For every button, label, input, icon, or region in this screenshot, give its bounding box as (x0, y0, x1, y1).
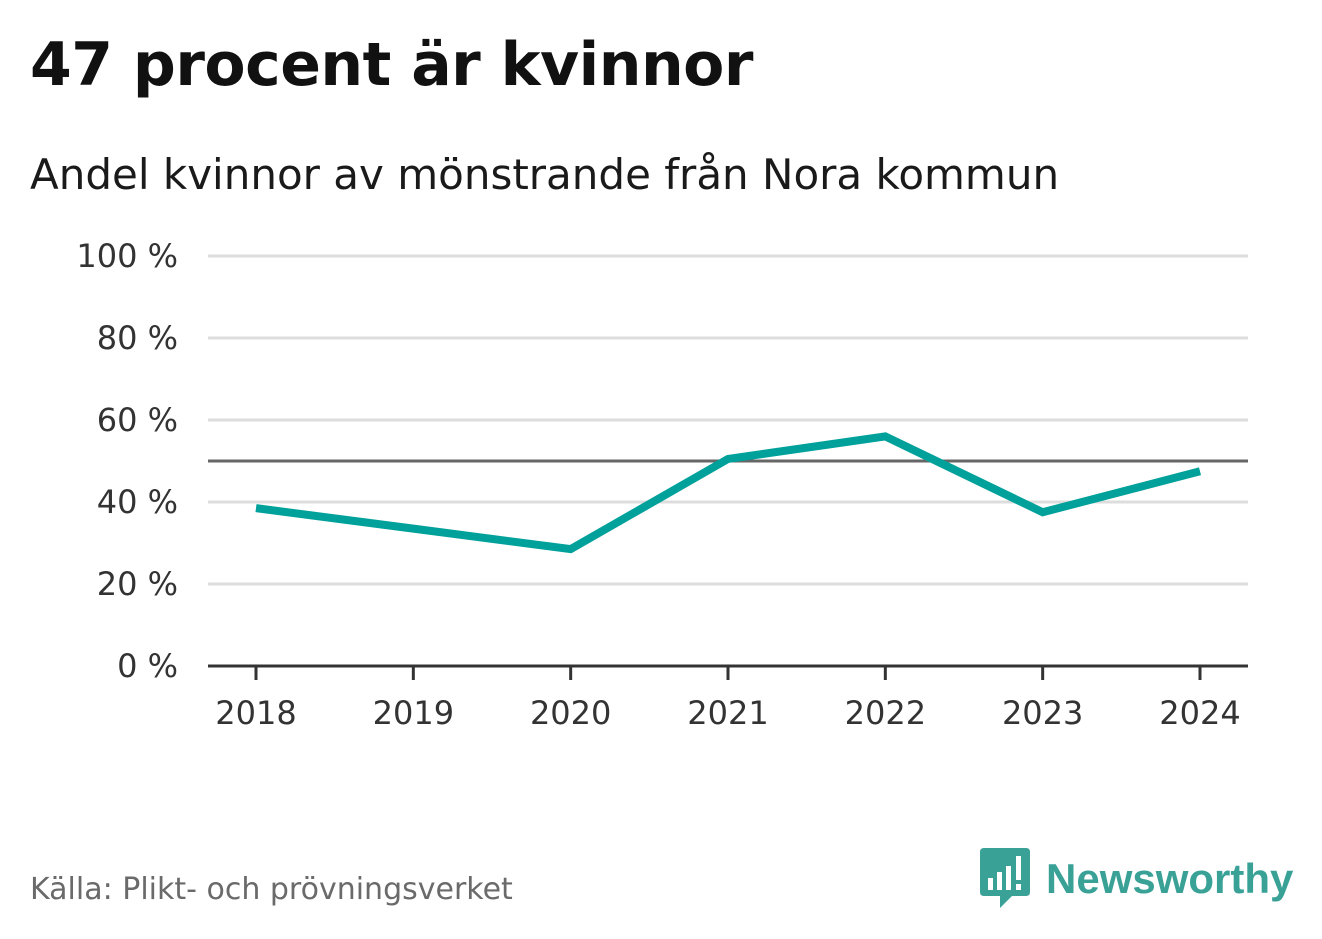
brand-logo: Newsworthy (980, 848, 1293, 910)
y-tick-label: 80 % (97, 319, 178, 357)
line-chart: 0 % 20 % 40 % 60 % 80 % 100 % 2018 2019 2020 2021… (76, 237, 1248, 732)
y-tick-label: 40 % (97, 483, 178, 521)
chart-title: 47 procent är kvinnor (30, 30, 753, 100)
x-tick-label: 2023 (1002, 694, 1083, 732)
x-tick-label: 2020 (530, 694, 611, 732)
chart-subtitle: Andel kvinnor av mönstrande från Nora ko… (30, 150, 1060, 199)
series-line (255, 432, 1202, 554)
y-tick-label: 60 % (97, 401, 178, 439)
x-tick-label: 2022 (845, 694, 926, 732)
y-tick-label: 100 % (76, 237, 178, 275)
x-tick-label: 2018 (215, 694, 296, 732)
x-tick-label: 2024 (1159, 694, 1240, 732)
x-tick-label: 2019 (373, 694, 454, 732)
source-note: Källa: Plikt- och prövningsverket (30, 872, 513, 907)
x-tick-label: 2021 (687, 694, 768, 732)
chat-bubble-bar-chart-icon (980, 848, 1030, 908)
y-tick-label: 20 % (97, 565, 178, 603)
brand-name: Newsworthy (1046, 855, 1294, 902)
y-tick-label: 0 % (117, 647, 178, 685)
